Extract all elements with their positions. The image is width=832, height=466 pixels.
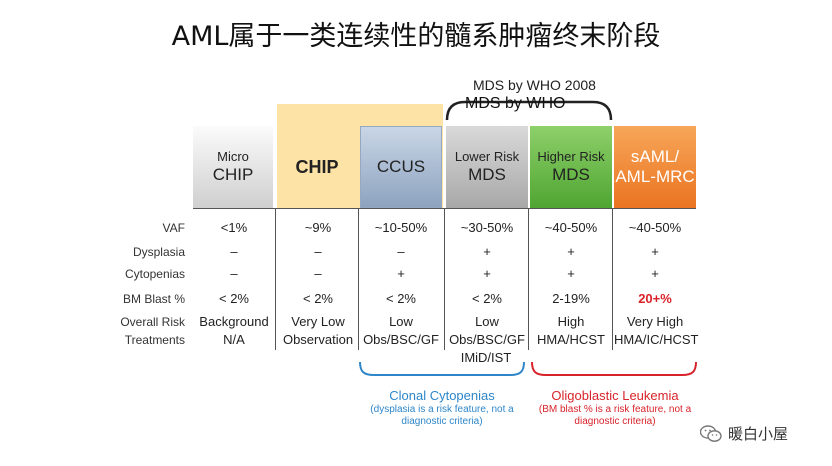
header-line1: Higher Risk bbox=[537, 148, 605, 164]
table-cell: 2-19% bbox=[552, 291, 590, 306]
clonal-cytopenias-caption: Clonal Cytopenias (dysplasia is a risk f… bbox=[352, 388, 532, 428]
oligo-note: (BM blast % is a risk feature, not a bbox=[538, 403, 692, 415]
table-cell: – bbox=[314, 244, 322, 259]
table-cell: + bbox=[567, 244, 575, 259]
treatment-extra: IMiD/IST bbox=[460, 350, 512, 365]
header-higher-risk-mds: Higher Risk MDS bbox=[530, 126, 612, 208]
table-cell: High bbox=[557, 314, 585, 329]
clonal-note: diagnostic criteria) bbox=[401, 415, 483, 427]
slide-title: AML属于一类连续性的髓系肿瘤终末阶段 bbox=[171, 21, 661, 52]
table-cell: Obs/BSC/GF bbox=[449, 332, 525, 347]
watermark: 暖白小屋 bbox=[700, 423, 788, 444]
table-cell: – bbox=[397, 244, 405, 259]
table-cell: ~10-50% bbox=[374, 220, 428, 235]
row-label: Dysplasia bbox=[132, 245, 185, 259]
oligo-bracket bbox=[531, 362, 697, 376]
table-cell: + bbox=[483, 266, 491, 281]
row-label: Overall Risk bbox=[120, 315, 185, 329]
header-ccus: CCUS bbox=[360, 126, 442, 208]
watermark-text: 暖白小屋 bbox=[728, 426, 789, 443]
mds-who-2008-label: MDS by WHO 2008 bbox=[473, 77, 596, 93]
table-cell: + bbox=[567, 266, 575, 281]
header-line2: MDS bbox=[552, 164, 590, 184]
table-cell: + bbox=[483, 244, 491, 259]
table-cell: HMA/IC/HCST bbox=[614, 332, 699, 347]
table-cell: ~40-50% bbox=[628, 220, 682, 235]
header-chip: CHIP bbox=[277, 126, 357, 208]
oligo-note: diagnostic criteria) bbox=[574, 415, 656, 427]
table-cell: < 2% bbox=[303, 291, 333, 306]
table-cell: – bbox=[230, 266, 238, 281]
row-label: VAF bbox=[162, 221, 185, 235]
clonal-bracket bbox=[359, 362, 525, 376]
clonal-title: Clonal Cytopenias bbox=[389, 388, 495, 403]
table-cell: + bbox=[397, 266, 405, 281]
header-line2: CHIP bbox=[295, 156, 339, 177]
column-divider bbox=[275, 208, 276, 350]
header-line1: Lower Risk bbox=[454, 148, 520, 164]
oligo-title: Oligoblastic Leukemia bbox=[551, 388, 679, 403]
wechat-icon bbox=[700, 424, 722, 442]
header-line1: sAML/ bbox=[630, 147, 680, 167]
oligoblastic-leukemia-caption: Oligoblastic Leukemia (BM blast % is a r… bbox=[525, 388, 705, 428]
column-divider bbox=[528, 208, 529, 350]
table-cell: – bbox=[230, 244, 238, 259]
mds-who-bracket bbox=[445, 100, 613, 121]
header-line2: AML-MRC bbox=[615, 167, 695, 186]
table-cell: – bbox=[314, 266, 322, 281]
table-cell: Background bbox=[199, 314, 269, 329]
header-line2: MDS bbox=[468, 164, 506, 184]
table-cell: + bbox=[651, 266, 659, 281]
header-saml: sAML/ AML-MRC bbox=[614, 126, 696, 208]
table-cell: Low bbox=[475, 314, 499, 329]
table-cell: Very Low bbox=[291, 314, 345, 329]
mds-who-label: MDS by WHO bbox=[465, 95, 566, 112]
table-cell: ~30-50% bbox=[460, 220, 514, 235]
row-label: BM Blast % bbox=[122, 292, 185, 306]
table-cell: < 2% bbox=[386, 291, 416, 306]
table-cell: Obs/BSC/GF bbox=[363, 332, 439, 347]
table-cell: 20+% bbox=[638, 291, 672, 306]
table-cell: ~40-50% bbox=[544, 220, 598, 235]
table-cell: HMA/HCST bbox=[537, 332, 605, 347]
table-cell: < 2% bbox=[219, 291, 249, 306]
header-lower-risk-mds: Lower Risk MDS bbox=[446, 126, 528, 208]
table-cell: <1% bbox=[220, 220, 248, 235]
row-label: Treatments bbox=[124, 333, 185, 347]
table-cell: Observation bbox=[282, 332, 354, 347]
table-cell: N/A bbox=[223, 332, 245, 347]
header-line2: CHIP bbox=[212, 164, 254, 184]
table-cell: Low bbox=[389, 314, 413, 329]
table-cell: + bbox=[651, 244, 659, 259]
header-line2: CCUS bbox=[376, 157, 426, 177]
header-micro-chip: Micro CHIP bbox=[193, 126, 273, 208]
clonal-note: (dysplasia is a risk feature, not a bbox=[370, 403, 514, 415]
column-divider bbox=[358, 208, 359, 350]
table-cell: Very High bbox=[626, 314, 684, 329]
table-cell: ~9% bbox=[304, 220, 332, 235]
column-divider bbox=[612, 208, 613, 350]
table-cell: < 2% bbox=[472, 291, 502, 306]
column-divider bbox=[444, 208, 445, 350]
header-line1: Micro bbox=[217, 148, 249, 164]
row-label: Cytopenias bbox=[124, 267, 185, 281]
